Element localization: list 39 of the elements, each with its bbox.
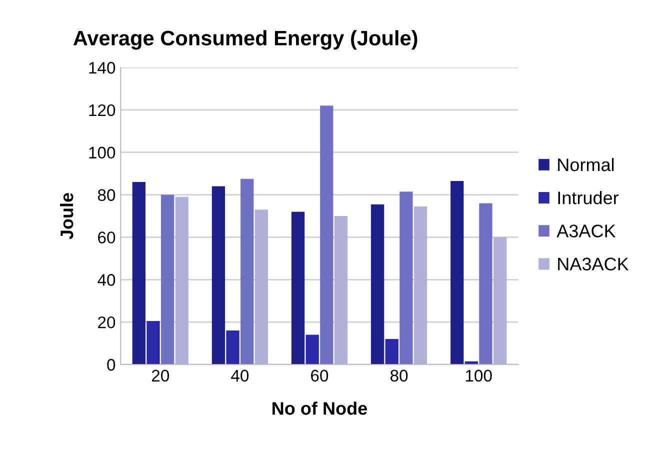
bar (146, 321, 160, 364)
bar (370, 204, 384, 364)
y-tick-label: 80 (98, 189, 116, 201)
bar (493, 237, 507, 364)
x-tick-label: 60 (311, 370, 328, 382)
x-tick-label: 100 (466, 370, 492, 382)
bar (212, 186, 226, 364)
chart-title: Average Consumed Energy (Joule) (73, 30, 418, 50)
legend-label: NA3ACK (558, 258, 629, 270)
y-tick-label: 20 (98, 316, 116, 328)
bar (240, 178, 254, 364)
bar (450, 180, 464, 364)
bar (132, 182, 146, 364)
x-tick-label: 20 (152, 370, 170, 382)
y-axis-title: Joule (60, 193, 74, 240)
legend-label: Normal (558, 158, 614, 172)
y-tick-label: 0 (107, 358, 116, 371)
y-tick-label: 40 (98, 274, 116, 286)
bar (306, 334, 319, 364)
x-tick-label: 80 (390, 370, 408, 382)
x-axis-title: No of Node (272, 402, 368, 415)
y-tick-label: 140 (89, 62, 116, 74)
bar (414, 206, 428, 364)
y-tick-label: 120 (89, 104, 116, 116)
bar (226, 330, 240, 364)
bar (334, 216, 348, 364)
y-tick-label: 60 (98, 232, 116, 244)
y-tick-label: 100 (89, 146, 116, 159)
legend-label: A3ACK (556, 224, 616, 238)
legend-label: Intruder (558, 191, 619, 204)
bar (160, 194, 174, 364)
bar (479, 203, 492, 364)
bar (291, 212, 305, 364)
bar (254, 210, 268, 364)
x-tick-label: 40 (231, 370, 249, 382)
bar (400, 192, 413, 364)
bar (175, 196, 188, 364)
bar (385, 339, 398, 364)
bar (320, 106, 334, 364)
